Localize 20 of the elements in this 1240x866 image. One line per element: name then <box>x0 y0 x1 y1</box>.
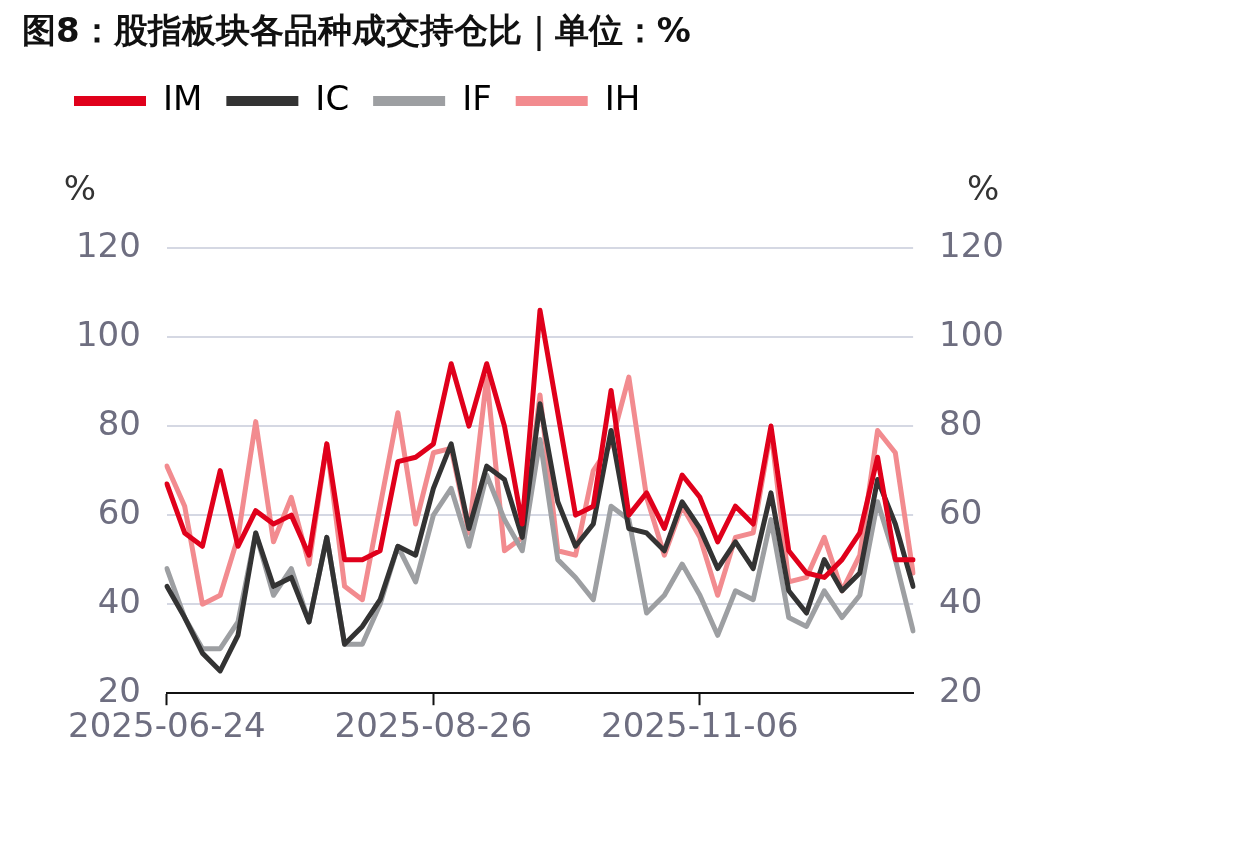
y2-tick-label: 100 <box>939 313 1005 354</box>
legend-label: IM <box>163 77 203 118</box>
y2-tick-label: 60 <box>939 491 983 532</box>
legend-label: IH <box>604 77 641 118</box>
y2-axis-title: % <box>966 167 1000 208</box>
y2-tick-label: 20 <box>939 670 983 711</box>
legend-label: IF <box>462 77 492 118</box>
y-tick-label: 80 <box>97 402 141 443</box>
y2-tick-label: 120 <box>939 224 1005 265</box>
legend-label: IC <box>315 77 350 118</box>
x-tick-label: 2025-11-06 <box>601 705 799 746</box>
x-tick-label: 2025-08-26 <box>334 705 533 746</box>
y2-tick-label: 80 <box>939 402 983 443</box>
y-tick-label: 120 <box>75 224 141 265</box>
chart-title: 图8：股指板块各品种成交持仓比｜单位：% <box>22 9 691 53</box>
y2-tick-label: 40 <box>939 580 983 621</box>
y-tick-label: 60 <box>97 491 141 532</box>
y-axis-title: % <box>63 167 97 208</box>
y-tick-label: 100 <box>75 313 141 354</box>
y-tick-label: 40 <box>97 580 141 621</box>
